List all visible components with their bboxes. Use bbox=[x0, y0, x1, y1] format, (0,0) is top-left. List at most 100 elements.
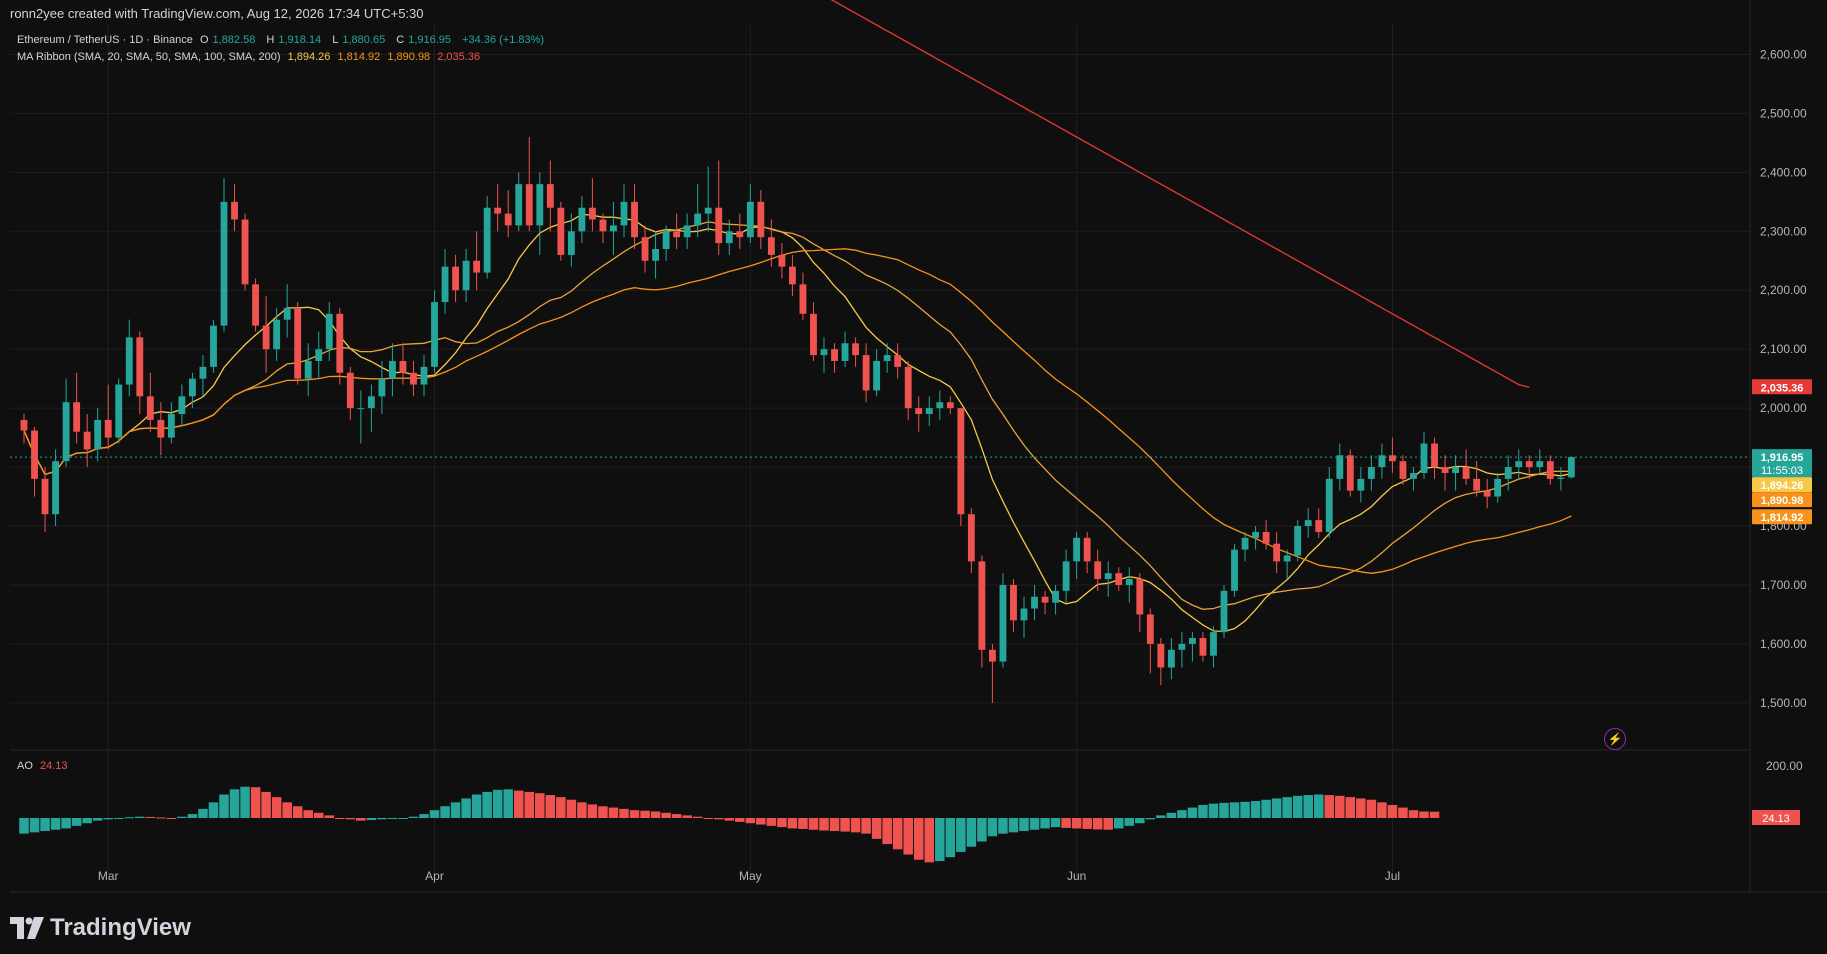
ao-bar bbox=[71, 818, 82, 826]
candle-body bbox=[957, 408, 965, 515]
candle-body bbox=[210, 325, 217, 367]
ma20-value: 1,894.26 bbox=[287, 51, 331, 63]
candle-body bbox=[1304, 520, 1312, 527]
ao-bar bbox=[1008, 818, 1019, 833]
candle-body bbox=[494, 207, 502, 214]
ao-bar bbox=[450, 802, 461, 818]
price-label-text: 1,916.95 bbox=[1761, 452, 1804, 464]
ao-bar bbox=[313, 812, 324, 818]
low-label: L bbox=[332, 34, 339, 46]
ao-bar bbox=[787, 818, 798, 829]
candle-body bbox=[641, 237, 649, 261]
ao-bar bbox=[324, 815, 335, 818]
candle-body bbox=[1252, 531, 1259, 538]
candle-body bbox=[1378, 455, 1386, 468]
candle-body bbox=[262, 325, 270, 350]
ao-bar bbox=[482, 791, 492, 818]
candle-body bbox=[399, 360, 407, 373]
candle-body bbox=[536, 184, 544, 226]
ao-bar bbox=[1345, 797, 1356, 818]
ao-bar bbox=[798, 818, 808, 829]
ao-bar bbox=[924, 818, 935, 863]
lightning-icon[interactable]: ⚡ bbox=[1604, 728, 1626, 750]
candle-body bbox=[1167, 649, 1175, 668]
close-label: C bbox=[396, 34, 405, 46]
ao-bar bbox=[1324, 795, 1335, 818]
ao-bar bbox=[661, 812, 671, 818]
ao-bar bbox=[945, 818, 956, 858]
candle-body bbox=[1367, 467, 1375, 479]
candle-body bbox=[1262, 531, 1270, 544]
candle-body bbox=[883, 355, 891, 361]
x-tick-label: Jun bbox=[1067, 869, 1086, 883]
ao-bar bbox=[1271, 798, 1282, 818]
candle-body bbox=[115, 384, 123, 438]
candle-body bbox=[1494, 478, 1502, 497]
candle-body bbox=[157, 419, 165, 438]
candle-body bbox=[1525, 461, 1533, 468]
candle-body bbox=[1157, 643, 1165, 668]
ao-bar bbox=[577, 802, 587, 818]
candle-body bbox=[136, 337, 144, 397]
candle-body bbox=[357, 408, 365, 410]
symbol-name: Ethereum / TetherUS · 1D · Binance bbox=[17, 34, 193, 46]
candle-body bbox=[178, 396, 186, 415]
candle-body bbox=[336, 313, 344, 373]
candle-body bbox=[767, 237, 775, 255]
price-label-text: 1,894.26 bbox=[1761, 480, 1804, 492]
candle-body bbox=[757, 201, 765, 238]
candle-body bbox=[725, 231, 733, 244]
candle-body bbox=[1136, 579, 1144, 615]
ao-bar bbox=[1187, 807, 1198, 818]
countdown-text: 11:55:03 bbox=[1761, 465, 1803, 477]
ao-bar bbox=[998, 818, 1008, 834]
ao-bar bbox=[566, 799, 577, 818]
candle-body bbox=[189, 378, 196, 397]
ao-bar bbox=[650, 811, 661, 818]
ao-bar bbox=[703, 818, 713, 819]
ao-bar bbox=[840, 818, 850, 832]
x-tick-label: Jul bbox=[1385, 869, 1400, 883]
ao-bar bbox=[29, 818, 40, 833]
candle-body bbox=[778, 254, 786, 267]
ao-bar bbox=[524, 791, 535, 818]
y-tick-label: 1,600.00 bbox=[1760, 637, 1807, 651]
ao-bar bbox=[335, 818, 345, 819]
ao-bar bbox=[1387, 804, 1398, 818]
candle-body bbox=[1189, 638, 1196, 644]
ao-bar bbox=[556, 797, 566, 818]
ao-bar bbox=[1092, 818, 1103, 830]
ao-bar bbox=[261, 791, 271, 818]
ao-bar bbox=[240, 786, 250, 818]
ao-bar bbox=[366, 818, 377, 821]
ao-bar bbox=[177, 816, 187, 818]
candle-body bbox=[483, 207, 491, 273]
candle-body bbox=[1115, 573, 1123, 585]
candle-body bbox=[715, 207, 723, 244]
candle-body bbox=[273, 319, 281, 350]
candle-body bbox=[810, 313, 817, 356]
ao-bar bbox=[956, 818, 966, 852]
ao-bar bbox=[1377, 802, 1387, 818]
ao-bar bbox=[1313, 794, 1324, 818]
candle-body bbox=[420, 366, 428, 385]
ma-ribbon-label: MA Ribbon (SMA, 20, SMA, 50, SMA, 100, S… bbox=[17, 51, 281, 63]
candle-body bbox=[589, 207, 596, 220]
ao-bar bbox=[1135, 818, 1145, 824]
y-tick-label: 2,200.00 bbox=[1760, 283, 1807, 297]
candle-body bbox=[683, 225, 691, 238]
candle-body bbox=[1431, 443, 1438, 468]
candle-body bbox=[557, 207, 565, 255]
ao-bar bbox=[1113, 818, 1124, 829]
ao-bar bbox=[1082, 818, 1092, 829]
candle-body bbox=[473, 260, 481, 273]
candle-body bbox=[1420, 443, 1428, 473]
ao-bar bbox=[671, 814, 682, 818]
candle-body bbox=[1273, 543, 1281, 562]
ao-bar bbox=[966, 818, 977, 847]
ao-bar bbox=[1166, 812, 1177, 818]
ao-bar bbox=[871, 818, 882, 839]
candle-body bbox=[978, 561, 986, 650]
ao-bar bbox=[735, 818, 745, 822]
